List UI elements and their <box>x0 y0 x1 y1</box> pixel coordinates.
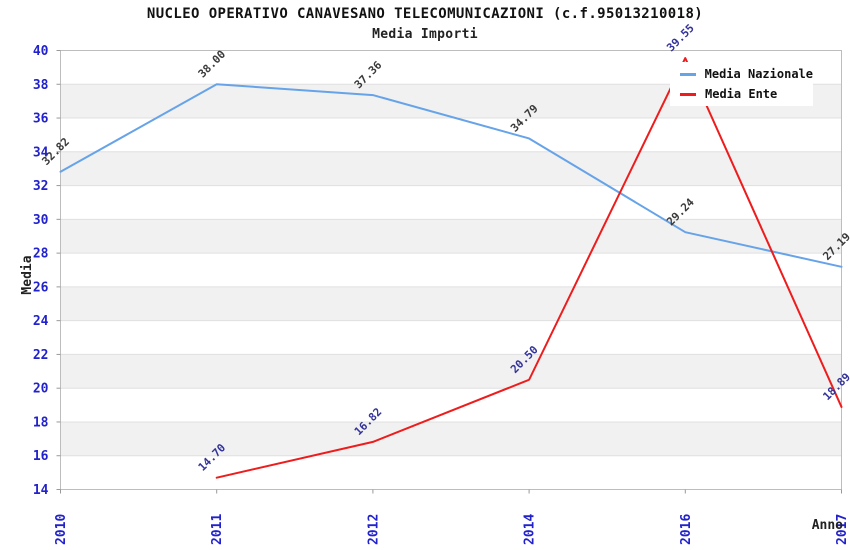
y-tick-label: 32 <box>33 179 49 194</box>
legend-item-media-ente: Media Ente <box>680 87 813 101</box>
x-tick-label: 2016 <box>679 514 694 545</box>
y-tick-label: 14 <box>33 483 49 498</box>
plot-border <box>60 50 842 490</box>
y-tick-label: 36 <box>33 112 49 127</box>
x-tick-label: 2011 <box>210 514 225 545</box>
y-tick-label: 30 <box>33 213 49 228</box>
x-axis-title: Anno <box>811 518 843 533</box>
legend-swatch-media-nazionale <box>680 72 696 76</box>
legend-box: Media Nazionale Media Ente <box>670 62 813 106</box>
y-tick-label: 22 <box>33 348 49 363</box>
data-point-label: 38.00 <box>196 48 229 81</box>
y-tick-label: 20 <box>33 382 49 397</box>
series-line-media-ente <box>215 57 843 479</box>
y-tick-label: 28 <box>33 247 49 262</box>
y-tick-label: 34 <box>33 145 49 160</box>
legend-label-media-ente: Media Ente <box>705 87 778 101</box>
series-line-media-nazionale <box>59 83 843 268</box>
data-point-label: 39.55 <box>664 22 697 55</box>
x-tick-label: 2012 <box>366 514 381 545</box>
y-tick-label: 24 <box>33 314 49 329</box>
x-tick-label: 2014 <box>523 514 538 545</box>
legend-label-media-nazionale: Media Nazionale <box>704 67 813 81</box>
grid-band <box>60 286 842 321</box>
grid-band <box>60 219 842 254</box>
y-tick-label: 26 <box>33 280 49 295</box>
grid-band <box>60 421 842 456</box>
y-tick-label: 40 <box>33 44 49 59</box>
x-tick-label: 2010 <box>54 514 69 545</box>
grid-band <box>60 151 842 186</box>
legend-item-media-nazionale: Media Nazionale <box>680 67 813 81</box>
y-tick-label: 18 <box>33 415 49 430</box>
y-axis-title: Media <box>20 255 35 295</box>
y-tick-label: 16 <box>33 449 49 464</box>
chart-title: NUCLEO OPERATIVO CANAVESANO TELECOMUNICA… <box>146 6 704 22</box>
grid-band <box>60 354 842 389</box>
y-tick-label: 38 <box>33 78 49 93</box>
legend-swatch-media-ente <box>680 92 696 96</box>
x-tick-label: 2017 <box>835 514 850 545</box>
chart-subtitle: Media Importi <box>372 27 478 42</box>
